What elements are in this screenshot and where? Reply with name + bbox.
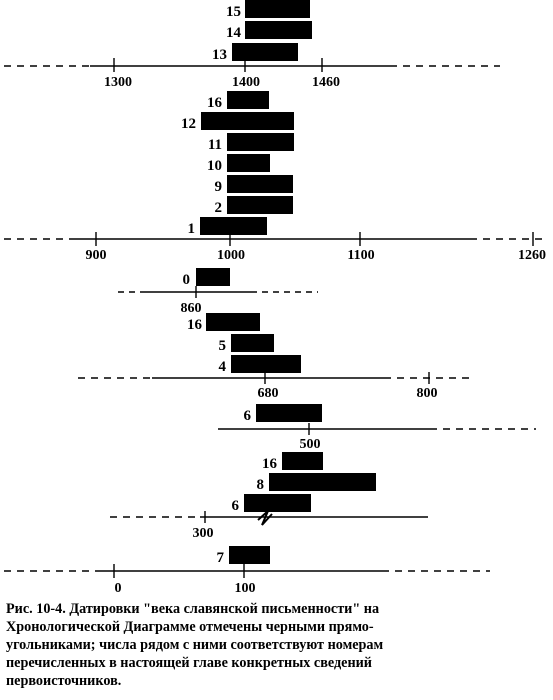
bar — [201, 112, 294, 130]
bar-label: 7 — [217, 550, 225, 566]
axis-7: 0 100 — [4, 564, 490, 596]
bar — [269, 473, 376, 491]
bar-label: 13 — [212, 47, 227, 63]
tick-label: 860 — [181, 301, 202, 316]
tick-label: 1300 — [104, 75, 132, 90]
bar-label: 6 — [244, 408, 252, 424]
bar — [227, 175, 293, 193]
bar-label: 12 — [181, 116, 196, 132]
bar-label: 6 — [232, 498, 240, 514]
tick-label: 100 — [235, 581, 256, 596]
bar — [282, 452, 323, 470]
tick-label: 300 — [193, 526, 214, 541]
bar — [231, 355, 301, 373]
bar — [231, 334, 274, 352]
bar — [227, 196, 293, 214]
bar-group-5: 6 — [244, 404, 322, 424]
bar-label: 4 — [219, 359, 227, 375]
bar — [227, 154, 270, 172]
axis-1: 1300 1400 1460 — [4, 58, 500, 90]
bar — [227, 91, 269, 109]
bar-group-6: 16 8 6 — [232, 452, 376, 514]
bar-label: 8 — [257, 477, 265, 493]
axis-4: 680 800 — [78, 372, 472, 401]
bar-group-1: 15 14 13 — [212, 0, 312, 63]
axis-3: 860 — [118, 286, 318, 316]
caption-line: первоисточников. — [6, 673, 122, 689]
caption-line: Рис. 10-4. Датировки "века славянской пи… — [6, 601, 380, 617]
bar — [244, 494, 311, 512]
tick-label: 900 — [86, 248, 107, 263]
bar — [206, 313, 260, 331]
bar-label: 14 — [226, 25, 242, 41]
bar-label: 5 — [219, 338, 227, 354]
bar-group-7: 7 — [217, 546, 270, 566]
bar — [232, 43, 298, 61]
caption-line: Хронологической Диаграмме отмечены черны… — [6, 619, 374, 635]
tick-label: 680 — [258, 386, 279, 401]
axis-5: 500 — [218, 423, 536, 452]
chronological-diagram: 1300 1400 1460 15 14 13 900 1000 1100 12… — [4, 0, 548, 596]
break-mark — [257, 510, 273, 526]
tick-label: 0 — [115, 581, 122, 596]
bar-label: 10 — [207, 158, 222, 174]
bar-label: 16 — [262, 456, 278, 472]
bar-label: 1 — [188, 221, 196, 237]
bar — [245, 21, 312, 39]
bar-group-2: 16 12 11 10 9 2 1 — [181, 91, 294, 237]
tick-label: 1400 — [232, 75, 260, 90]
bar — [229, 546, 270, 564]
bar-group-3: 0 — [183, 268, 230, 288]
bar — [200, 217, 267, 235]
bar-label: 15 — [226, 4, 241, 20]
tick-label: 1260 — [518, 248, 546, 263]
axis-2: 900 1000 1100 1260 — [4, 232, 548, 263]
figure-caption: Рис. 10-4. Датировки "века славянской пи… — [6, 600, 546, 690]
tick-label: 500 — [300, 437, 321, 452]
tick-label: 1100 — [347, 248, 374, 263]
bar-label: 16 — [207, 95, 223, 111]
tick-label: 800 — [417, 386, 438, 401]
caption-line: угольниками; числа рядом с ними соответс… — [6, 637, 384, 653]
bar-group-4: 16 5 4 — [187, 313, 301, 375]
bar-label: 9 — [215, 179, 223, 195]
bar-label: 2 — [215, 200, 223, 216]
bar — [256, 404, 322, 422]
tick-label: 1000 — [217, 248, 245, 263]
bar-label: 11 — [208, 137, 222, 153]
bar — [245, 0, 310, 18]
tick-label: 1460 — [312, 75, 340, 90]
bar-label: 16 — [187, 317, 203, 333]
axis-6: 300 — [110, 510, 428, 541]
bar-label: 0 — [183, 272, 191, 288]
bar — [227, 133, 294, 151]
bar — [196, 268, 230, 286]
caption-line: перечисленных в настоящей главе конкретн… — [6, 655, 372, 671]
